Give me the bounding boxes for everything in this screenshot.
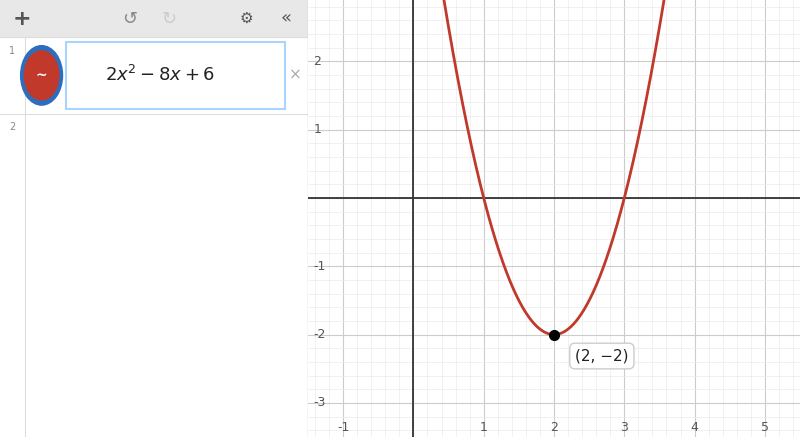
- Text: ⚙: ⚙: [239, 11, 254, 26]
- Text: (2, −2): (2, −2): [575, 349, 629, 364]
- Text: 2: 2: [314, 55, 322, 68]
- Circle shape: [24, 51, 59, 100]
- Text: ∼: ∼: [36, 67, 47, 82]
- Text: 2: 2: [9, 122, 15, 132]
- Text: 2: 2: [550, 420, 558, 434]
- Text: -1: -1: [337, 420, 350, 434]
- Text: ↺: ↺: [122, 10, 137, 28]
- Text: -3: -3: [314, 396, 326, 409]
- Text: 3: 3: [620, 420, 628, 434]
- Circle shape: [21, 45, 62, 105]
- Text: ↻: ↻: [162, 10, 177, 28]
- Text: $2x^2 - 8x + 6$: $2x^2 - 8x + 6$: [105, 66, 215, 85]
- Text: +: +: [12, 9, 31, 28]
- Text: -2: -2: [314, 328, 326, 341]
- FancyBboxPatch shape: [66, 42, 285, 109]
- Text: 1: 1: [10, 46, 15, 56]
- Text: «: «: [281, 10, 292, 28]
- Text: 1: 1: [314, 123, 322, 136]
- Text: ×: ×: [290, 68, 302, 83]
- Text: 4: 4: [690, 420, 698, 434]
- Text: 5: 5: [761, 420, 769, 434]
- Text: -1: -1: [314, 260, 326, 273]
- Text: 1: 1: [480, 420, 488, 434]
- FancyBboxPatch shape: [0, 0, 308, 37]
